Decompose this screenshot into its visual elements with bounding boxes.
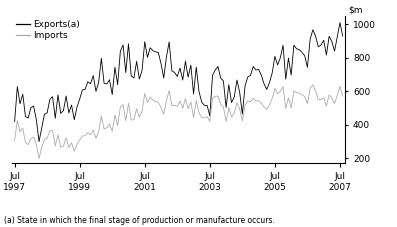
Text: $m: $m bbox=[349, 5, 363, 14]
Text: (a) State in which the final stage of production or manufacture occurs.: (a) State in which the final stage of pr… bbox=[4, 216, 275, 225]
Legend: Exports(a), Imports: Exports(a), Imports bbox=[13, 17, 84, 43]
